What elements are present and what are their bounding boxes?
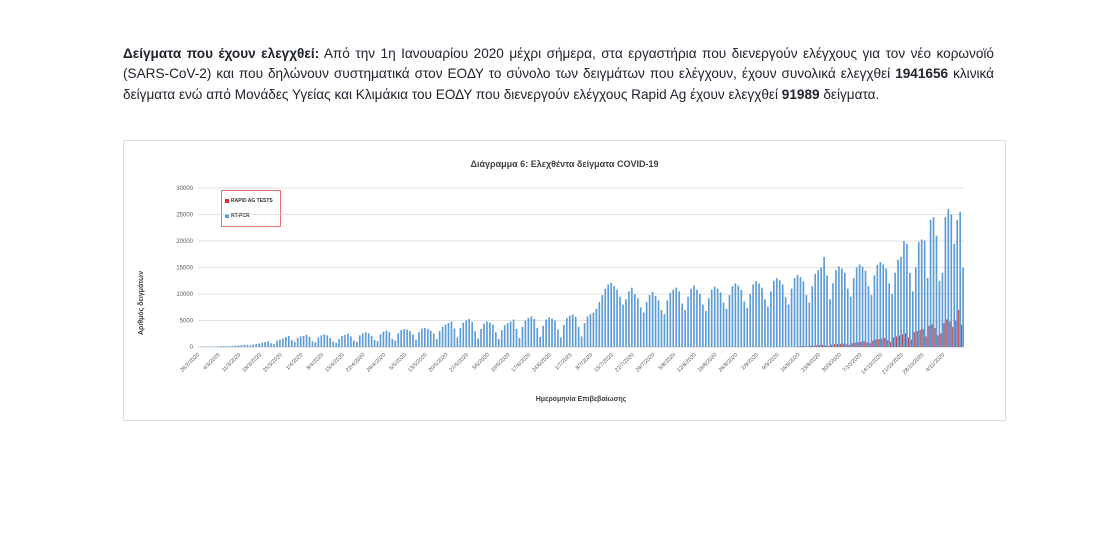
rapid-series-swatch-icon: [225, 198, 229, 203]
svg-text:4/11/2020: 4/11/2020: [925, 352, 946, 373]
paragraph-body-3: δείγματα.: [819, 86, 880, 102]
x-axis-title: Ημερομηνία Επιβεβαίωσης: [535, 396, 627, 403]
chart-legend: RAPID AG TESTS RT-PCR: [221, 190, 281, 227]
legend-item-rapid: RAPID AG TESTS: [225, 198, 277, 204]
svg-text:4/3/2020: 4/3/2020: [202, 352, 221, 371]
svg-text:13/5/2020: 13/5/2020: [407, 352, 429, 374]
svg-text:8/4/2020: 8/4/2020: [306, 352, 325, 371]
svg-text:5/8/2020: 5/8/2020: [658, 352, 677, 371]
svg-text:10000: 10000: [176, 292, 193, 298]
svg-text:12/8/2020: 12/8/2020: [676, 352, 698, 374]
svg-text:19/8/2020: 19/8/2020: [697, 352, 719, 374]
svg-text:20/5/2020: 20/5/2020: [428, 352, 450, 374]
intro-paragraph: Δείγματα που έχουν ελεγχθεί: Από την 1η …: [123, 44, 994, 106]
legend-label-rtpcr: RT-PCR: [231, 213, 250, 220]
chart-title: Διάγραμμα 6: Ελεχθέντα δείγματα COVID-19: [470, 159, 659, 169]
svg-text:28/10/2020: 28/10/2020: [902, 352, 926, 376]
svg-text:30000: 30000: [176, 186, 193, 192]
svg-text:18/3/2020: 18/3/2020: [241, 352, 263, 374]
svg-text:25000: 25000: [176, 213, 193, 219]
svg-text:10/6/2020: 10/6/2020: [490, 352, 512, 374]
paragraph-lead: Δείγματα που έχουν ελεγχθεί:: [123, 45, 320, 61]
svg-text:16/9/2020: 16/9/2020: [780, 352, 802, 374]
svg-text:15000: 15000: [176, 266, 193, 272]
svg-text:29/7/2020: 29/7/2020: [635, 352, 657, 374]
svg-text:6/5/2020: 6/5/2020: [389, 352, 408, 371]
svg-text:8/7/2020: 8/7/2020: [575, 352, 594, 371]
svg-text:24/6/2020: 24/6/2020: [531, 352, 553, 374]
svg-text:22/4/2020: 22/4/2020: [345, 352, 367, 374]
svg-text:5000: 5000: [180, 319, 194, 325]
paragraph-body-1: Από την 1η Ιανουαρίου 2020 μέχρι σήμερα,…: [123, 45, 994, 82]
legend-item-rtpcr: RT-PCR: [225, 213, 277, 219]
svg-text:27/5/2020: 27/5/2020: [448, 352, 470, 374]
svg-text:3/6/2020: 3/6/2020: [471, 352, 490, 371]
svg-text:2/9/2020: 2/9/2020: [740, 352, 759, 371]
svg-text:22/7/2020: 22/7/2020: [614, 352, 636, 374]
svg-text:1/7/2020: 1/7/2020: [554, 352, 573, 371]
svg-text:26/8/2020: 26/8/2020: [718, 352, 740, 374]
total-clinical-samples: 1941656: [895, 66, 949, 82]
svg-text:29/4/2020: 29/4/2020: [366, 352, 388, 374]
total-rapid-samples: 91989: [781, 86, 820, 102]
svg-text:15/7/2020: 15/7/2020: [593, 352, 615, 374]
paragraph-body-2: κλινικά δείγματα ενώ από Μονάδες Υγείας …: [123, 66, 995, 102]
svg-text:30/9/2020: 30/9/2020: [821, 352, 843, 374]
svg-text:0: 0: [190, 345, 194, 351]
chart-card: Διάγραμμα 6: Ελεχθέντα δείγματα COVID-19…: [123, 140, 1006, 421]
svg-text:26/2/2020: 26/2/2020: [179, 352, 201, 374]
svg-text:17/6/2020: 17/6/2020: [511, 352, 533, 374]
svg-text:23/9/2020: 23/9/2020: [800, 352, 822, 374]
svg-text:11/3/2020: 11/3/2020: [221, 352, 242, 373]
svg-text:20000: 20000: [176, 239, 193, 245]
svg-text:1/4/2020: 1/4/2020: [285, 352, 304, 371]
svg-text:15/4/2020: 15/4/2020: [324, 352, 346, 374]
svg-text:25/3/2020: 25/3/2020: [262, 352, 284, 374]
rtpcr-series-swatch-icon: [225, 214, 229, 219]
legend-label-rapid: RAPID AG TESTS: [231, 197, 273, 204]
svg-text:9/9/2020: 9/9/2020: [761, 352, 780, 371]
